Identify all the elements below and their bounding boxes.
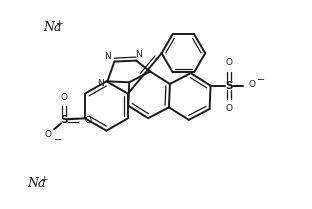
- Text: O: O: [249, 80, 256, 89]
- Text: O: O: [45, 130, 52, 139]
- Text: S: S: [226, 81, 233, 91]
- Text: N: N: [97, 79, 104, 88]
- Text: O: O: [61, 93, 68, 102]
- Text: S: S: [61, 115, 68, 125]
- Text: O: O: [226, 59, 233, 68]
- Text: Na: Na: [43, 21, 62, 34]
- Text: N: N: [104, 52, 111, 61]
- Text: −: −: [257, 75, 265, 85]
- Text: O: O: [85, 116, 91, 125]
- Text: +: +: [40, 175, 47, 185]
- Text: Na: Na: [28, 177, 46, 190]
- Text: O: O: [226, 104, 233, 113]
- Text: −: −: [54, 135, 62, 145]
- Text: +: +: [55, 19, 63, 28]
- Text: N: N: [135, 50, 142, 59]
